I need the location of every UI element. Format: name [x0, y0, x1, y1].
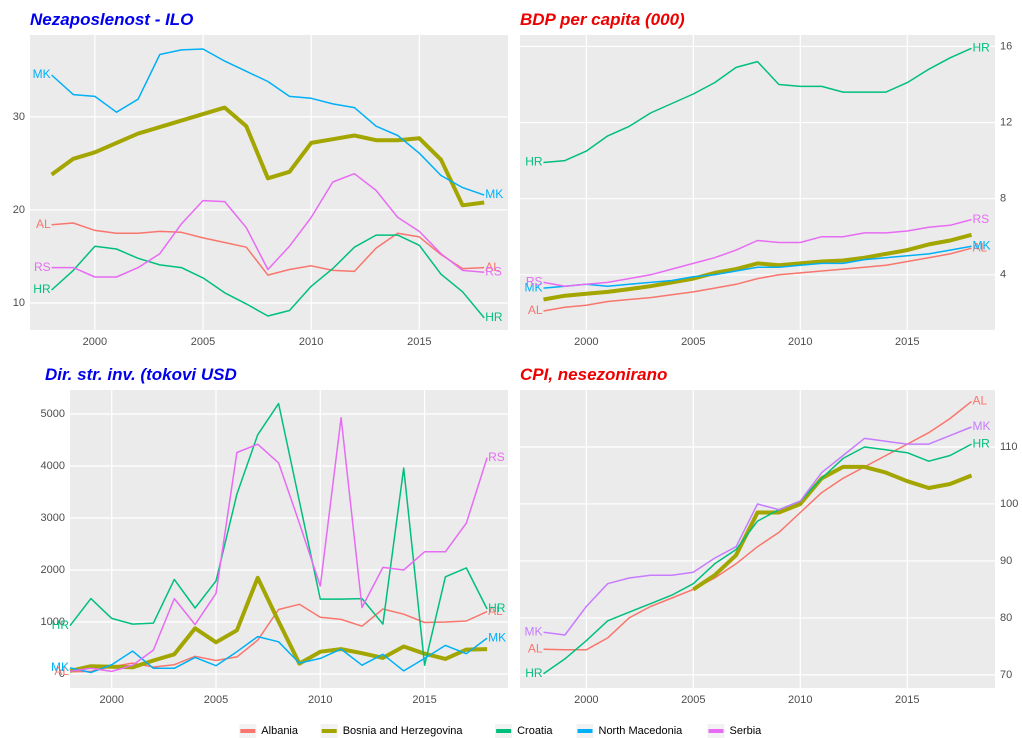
series-line	[543, 232, 973, 302]
line-label: AL	[528, 641, 543, 655]
line-label: AL	[488, 604, 503, 618]
series-line	[69, 635, 488, 674]
series-line	[69, 575, 488, 673]
series-line	[69, 402, 488, 666]
series-line	[51, 48, 485, 196]
series-line	[692, 464, 973, 592]
line-label: HR	[485, 310, 503, 324]
line-label: MK	[972, 419, 990, 433]
line-label: MK	[488, 630, 506, 644]
x-tick-label: 2010	[299, 336, 323, 348]
x-tick-label: 2005	[681, 336, 705, 348]
series-line	[543, 245, 972, 289]
y-tick-label: 4	[1000, 269, 1006, 281]
legend-label: Croatia	[517, 725, 553, 737]
line-label: HR	[972, 40, 990, 54]
x-tick-label: 2000	[574, 336, 598, 348]
series-line	[51, 172, 485, 278]
series-line	[50, 105, 485, 208]
x-tick-label: 2000	[99, 694, 123, 706]
series-line	[51, 222, 485, 276]
y-tick-label: 1000	[41, 616, 65, 628]
line-label: MK	[525, 624, 543, 638]
line-label: AL	[528, 303, 543, 317]
line-label: RS	[972, 212, 989, 226]
legend-label: Serbia	[730, 725, 763, 737]
x-tick-label: 2010	[788, 336, 812, 348]
series-line	[543, 400, 972, 651]
y-tick-label: 4000	[41, 460, 65, 472]
line-label: MK	[51, 660, 69, 674]
chart-title: BDP per capita (000)	[520, 10, 685, 29]
plot-background	[520, 35, 995, 330]
y-tick-label: 100	[1000, 498, 1018, 510]
line-label: HR	[525, 666, 543, 680]
y-tick-label: 2000	[41, 564, 65, 576]
y-tick-label: 3000	[41, 512, 65, 524]
line-label: MK	[525, 280, 543, 294]
line-label: HR	[488, 601, 506, 615]
x-tick-label: 2010	[788, 694, 812, 706]
series-line	[543, 218, 972, 287]
series-line	[543, 426, 972, 636]
series-line	[543, 443, 972, 675]
y-tick-label: 12	[1000, 116, 1012, 128]
line-label: RS	[488, 450, 505, 464]
x-tick-label: 2000	[574, 694, 598, 706]
x-tick-label: 2015	[407, 336, 431, 348]
line-label: MK	[33, 67, 51, 81]
line-label: RS	[34, 260, 51, 274]
y-tick-label: 20	[13, 204, 25, 216]
line-label: AL	[972, 394, 987, 408]
series-line	[543, 247, 972, 312]
legend-label: Albania	[261, 725, 299, 737]
line-label: HR	[52, 618, 70, 632]
x-tick-label: 2005	[681, 694, 705, 706]
x-tick-label: 2000	[83, 336, 107, 348]
plot-background	[30, 35, 508, 330]
y-tick-label: 30	[13, 111, 25, 123]
x-tick-label: 2005	[204, 694, 228, 706]
y-tick-label: 8	[1000, 193, 1006, 205]
y-tick-label: 16	[1000, 40, 1012, 52]
line-label: AL	[54, 664, 69, 678]
y-tick-label: 5000	[41, 408, 65, 420]
chart-title: Dir. str. inv. (tokovi USD	[45, 365, 237, 384]
x-tick-label: 2010	[308, 694, 332, 706]
y-tick-label: 70	[1000, 669, 1012, 681]
chart-title: CPI, nesezonirano	[520, 365, 667, 384]
line-label: AL	[36, 217, 51, 231]
line-label: AL	[972, 240, 987, 254]
series-line	[69, 416, 488, 673]
line-label: MK	[485, 187, 503, 201]
line-label: MK	[972, 238, 990, 252]
series-line	[543, 47, 972, 164]
line-label: AL	[485, 260, 500, 274]
series-line	[51, 234, 485, 319]
y-tick-label: 90	[1000, 555, 1012, 567]
x-tick-label: 2015	[895, 694, 919, 706]
line-label: RS	[526, 275, 543, 289]
y-tick-label: 0	[59, 668, 65, 680]
x-tick-label: 2015	[895, 336, 919, 348]
line-label: HR	[972, 436, 990, 450]
line-label: HR	[525, 155, 543, 169]
x-tick-label: 2005	[191, 336, 215, 348]
y-tick-label: 10	[13, 297, 25, 309]
line-label: RS	[485, 264, 502, 278]
line-label: HR	[33, 282, 51, 296]
chart-title: Nezaposlenost - ILO	[30, 10, 193, 29]
legend-label: North Macedonia	[599, 725, 684, 737]
x-tick-label: 2015	[412, 694, 436, 706]
y-tick-label: 80	[1000, 612, 1012, 624]
y-tick-label: 110	[1000, 441, 1018, 453]
legend-label: Bosnia and Herzegovina	[343, 725, 464, 737]
